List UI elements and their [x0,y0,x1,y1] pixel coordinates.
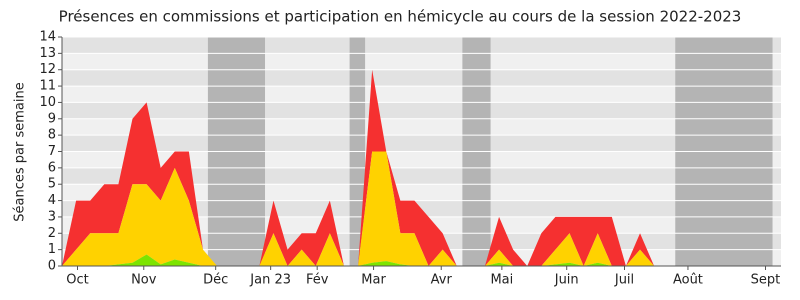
y-tick-label: 5 [48,177,56,192]
stripe [62,102,781,119]
y-tick-label: 7 [48,144,56,159]
stripe [62,69,781,87]
x-tick-label: Jan 23 [249,273,291,288]
x-tick-label: Août [673,273,703,288]
y-tick-label: 4 [48,193,56,208]
y-tick-label: 13 [39,46,56,61]
x-tick-label: Mai [490,273,513,288]
area [62,69,781,266]
y-tick-label: 9 [48,111,56,126]
y-tick-label: 8 [48,128,56,143]
x-tick-label: Sept [751,273,781,288]
x-tick-label: Mar [361,273,386,288]
y-axis-label: Séances par semaine [13,82,28,221]
x-tick-label: Juil [614,273,634,288]
y-tick-label: 6 [48,160,56,175]
x-tick-label: Fév [306,273,329,288]
x-tick-label: Nov [131,273,157,288]
y-tick-label: 2 [48,226,56,241]
stripe [62,37,781,54]
x-tick-label: Juin [554,273,579,288]
area [62,254,781,266]
x-tick-label: Déc [203,273,228,288]
y-tick-label: 12 [39,62,56,77]
y-tick-label: 11 [39,79,56,94]
y-tick-label: 3 [48,209,56,224]
y-tick-label: 0 [48,259,56,274]
x-tick-label: Avr [431,273,453,288]
stripe [62,135,781,152]
area [62,151,781,266]
y-tick-label: 10 [39,95,56,110]
y-tick-label: 14 [39,30,56,45]
chart-title: Présences en commissions et participatio… [59,8,742,26]
x-tick-label: Oct [66,273,88,288]
y-tick-label: 1 [48,242,56,257]
